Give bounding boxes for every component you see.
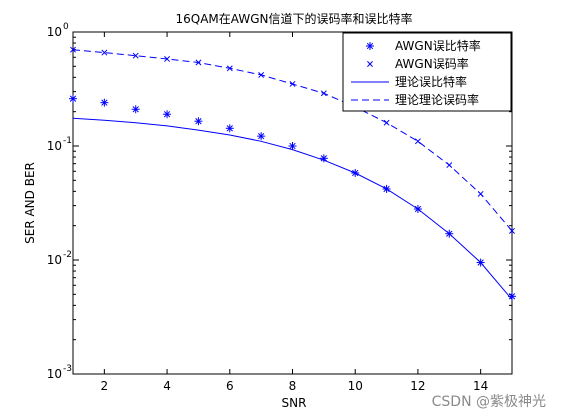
y-tick-label: 10 <box>47 253 62 267</box>
y-tick-label: 10 <box>47 25 62 39</box>
data-point <box>70 46 76 53</box>
data-point <box>257 132 266 141</box>
x-tick-label: 4 <box>163 379 171 393</box>
data-point <box>288 142 297 150</box>
y-tick-exponent: 0 <box>63 22 69 32</box>
legend-item: 理论误比特率 <box>351 74 467 89</box>
legend-label: 理论误比特率 <box>395 74 467 89</box>
data-point <box>163 110 172 119</box>
series-line <box>72 117 513 300</box>
data-point <box>131 105 140 114</box>
series-line <box>72 49 513 232</box>
legend-swatch-marker <box>367 61 373 67</box>
x-tick-label: 10 <box>348 379 363 393</box>
y-tick-label: 10 <box>47 139 62 153</box>
data-point <box>69 94 77 103</box>
x-tick-label: 8 <box>289 379 297 393</box>
data-point <box>194 117 203 126</box>
legend-item: AWGN误比特率 <box>366 38 481 53</box>
chart-title: 16QAM在AWGN信道下的误码率和误比特率 <box>176 11 413 26</box>
series-3 <box>72 117 513 300</box>
y-axis-label: SER AND BER <box>23 162 37 244</box>
data-point <box>508 292 516 301</box>
legend-item: AWGN误码率 <box>367 56 469 71</box>
data-point <box>225 124 234 133</box>
data-point <box>319 154 328 163</box>
series-4 <box>72 49 513 232</box>
x-tick-label: 2 <box>101 379 109 393</box>
data-point <box>132 52 139 59</box>
y-tick-exponent: -2 <box>63 250 72 260</box>
x-axis-label: SNR <box>282 396 307 410</box>
legend-label: AWGN误码率 <box>395 56 469 71</box>
x-tick-label: 6 <box>226 379 234 393</box>
data-point <box>101 49 108 56</box>
legend-swatch-marker <box>366 42 374 50</box>
watermark: CSDN @紫极神光 <box>432 394 546 410</box>
y-tick-exponent: -1 <box>63 136 72 146</box>
y-tick-label: 10 <box>47 367 62 381</box>
legend-item: 理论理论误码率 <box>351 92 479 107</box>
x-tick-label: 14 <box>473 379 488 393</box>
x-tick-label: 12 <box>410 379 425 393</box>
legend-label: 理论理论误码率 <box>395 92 479 107</box>
legend-label: AWGN误比特率 <box>395 38 481 53</box>
y-tick-exponent: -3 <box>63 364 72 374</box>
data-point <box>100 98 109 107</box>
